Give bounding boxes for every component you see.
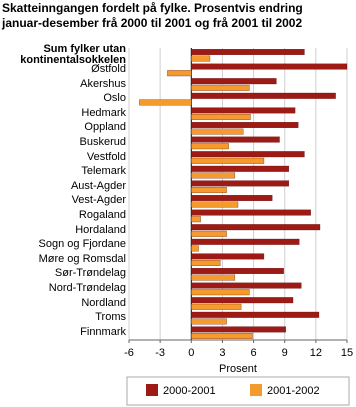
bar	[191, 201, 239, 208]
bar	[191, 107, 296, 114]
bar	[191, 282, 302, 289]
y-tick-label: Buskerud	[79, 135, 126, 148]
x-tick-label: 12	[310, 347, 322, 359]
y-tick-label: Vestfold	[86, 150, 126, 163]
x-axis-label: Prosent	[219, 363, 257, 375]
bar	[191, 268, 284, 274]
bar	[191, 274, 236, 281]
bar	[191, 224, 321, 231]
bar	[191, 55, 211, 62]
bar	[191, 151, 305, 158]
bar	[191, 216, 201, 223]
x-tick-label: -3	[155, 347, 165, 359]
bar	[191, 172, 236, 179]
bar	[191, 49, 305, 55]
y-tick-label: Akershus	[80, 77, 126, 90]
bar	[191, 253, 265, 260]
bar	[191, 289, 250, 296]
bar	[191, 187, 227, 193]
plot-area	[129, 48, 347, 340]
bar	[191, 195, 273, 201]
bar	[191, 238, 300, 245]
bar	[191, 303, 242, 310]
bar	[191, 114, 251, 120]
y-tick-label: Østfold	[91, 62, 126, 75]
bar	[191, 209, 311, 216]
y-tick-label: Sør-Trøndelag	[54, 267, 126, 280]
bar	[191, 92, 336, 99]
y-tick-label: Vest-Agder	[71, 194, 126, 207]
y-tick-label: Sogn og Fjordane	[38, 238, 126, 251]
y-tick-label: Sum fylker utan kontinentalsokkelen	[20, 43, 126, 67]
x-tick-label: 15	[341, 347, 353, 359]
x-tick-label: -6	[124, 347, 134, 359]
y-tick-label: Oppland	[84, 121, 126, 134]
bar	[191, 297, 294, 304]
bar	[191, 63, 348, 70]
y-tick-label: Nord-Trøndelag	[48, 281, 126, 294]
bar	[191, 165, 290, 172]
y-tick-label: Nordland	[81, 296, 126, 309]
bar	[191, 143, 229, 150]
legend-label: 2000-2001	[163, 385, 216, 397]
y-tick-label: Troms	[95, 311, 126, 324]
legend-swatch	[146, 384, 158, 396]
bar	[191, 245, 199, 252]
y-tick-label: Hedmark	[81, 106, 126, 119]
bar	[191, 333, 253, 339]
x-tick-label: 9	[282, 347, 288, 359]
y-tick-label: Finnmark	[80, 325, 126, 338]
bar	[191, 128, 244, 135]
bar	[139, 99, 192, 106]
x-tick-label: 6	[251, 347, 257, 359]
y-tick-label: Oslo	[103, 92, 126, 105]
y-tick-label: Møre og Romsdal	[38, 252, 126, 265]
legend-swatch	[250, 384, 262, 396]
bar	[191, 136, 280, 143]
bar	[191, 122, 299, 128]
bar	[191, 157, 265, 164]
legend-label: 2001-2002	[267, 385, 320, 397]
bar	[191, 180, 290, 187]
bar	[191, 84, 250, 91]
bar	[191, 260, 221, 266]
y-tick-label: Aust-Agder	[70, 179, 126, 192]
y-tick-label: Telemark	[81, 165, 126, 178]
x-tick-label: 0	[188, 347, 194, 359]
bar	[191, 318, 227, 325]
y-tick-label: Rogaland	[78, 208, 126, 221]
bar	[191, 230, 227, 237]
bar	[191, 326, 286, 333]
bar	[167, 70, 192, 77]
bar	[191, 311, 320, 318]
x-tick-label: 3	[219, 347, 225, 359]
legend-box	[126, 376, 350, 406]
y-tick-label: Hordaland	[75, 223, 126, 236]
bar	[191, 78, 277, 85]
chart-title: Skatteinngangen fordelt på fylke. Prosen…	[2, 1, 303, 15]
chart-title: januar-desember frå 2000 til 2001 og frå…	[1, 16, 302, 30]
